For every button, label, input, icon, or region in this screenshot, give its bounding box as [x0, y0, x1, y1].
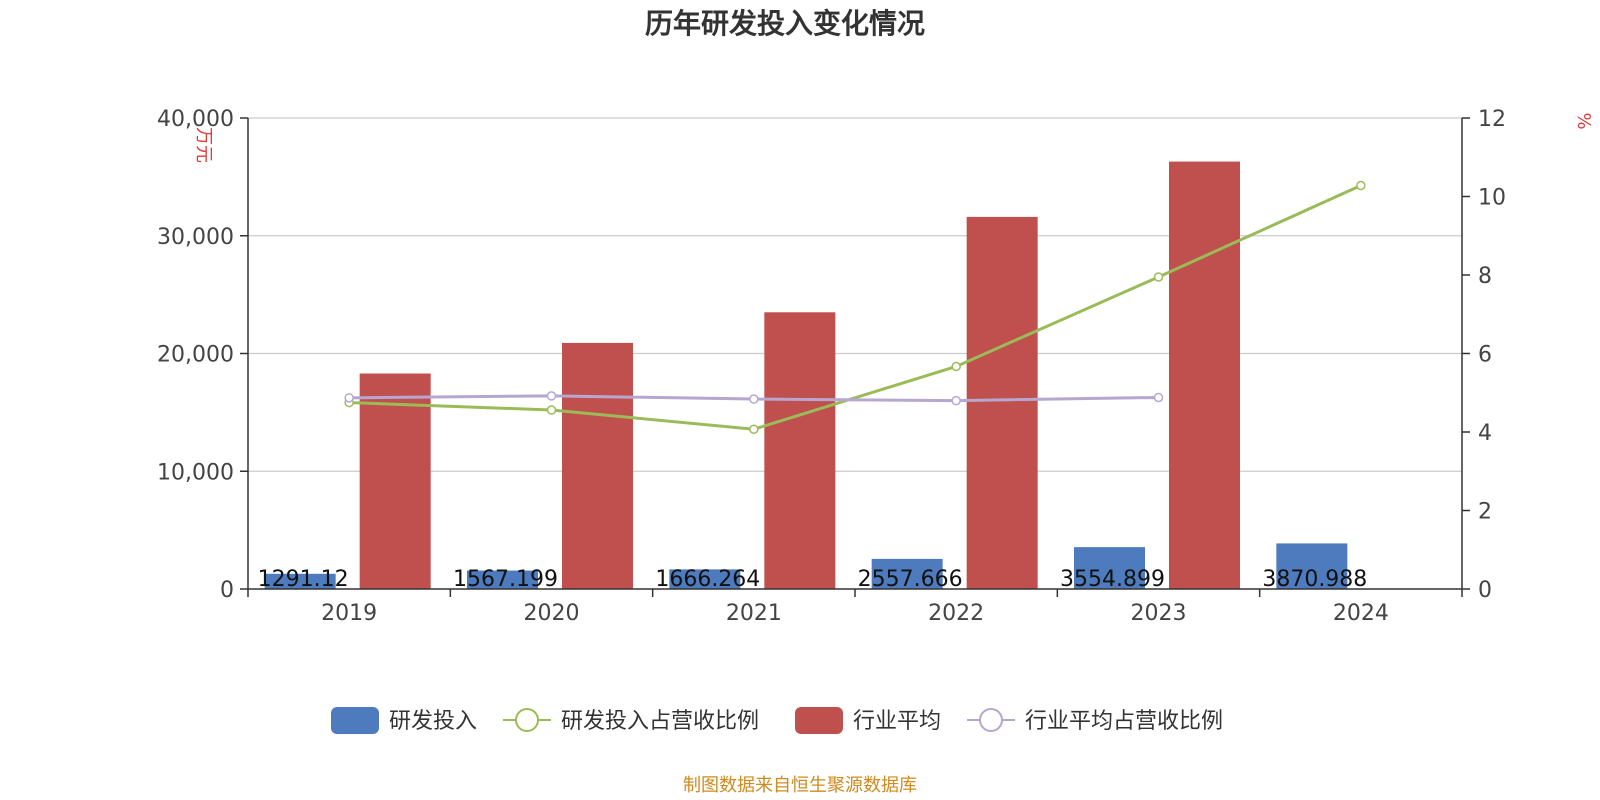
right-axis-tick-label: 8: [1478, 264, 1492, 289]
right-axis-tick-label: 4: [1478, 421, 1492, 446]
legend-marker[interactable]: [979, 708, 1003, 732]
x-axis-tick-label: 2021: [726, 601, 782, 626]
line-point[interactable]: [546, 391, 557, 401]
data-label: 1567.199: [453, 567, 558, 592]
legend-swatch[interactable]: [331, 707, 379, 734]
right-axis-tick-label: 10: [1478, 186, 1506, 211]
data-label: 1666.264: [655, 567, 760, 592]
bar-industry-2021[interactable]: [764, 312, 836, 589]
line-point[interactable]: [546, 405, 557, 415]
legend-label[interactable]: 研发投入: [389, 709, 477, 734]
right-axis-tick-label: 0: [1478, 578, 1492, 603]
data-label: 3870.988: [1262, 567, 1367, 592]
legend[interactable]: 研发投入 研发投入占营收比例 行业平均 行业平均占营收比例: [331, 707, 1223, 734]
bars: [264, 161, 1348, 589]
x-axis-tick-label: 2020: [524, 601, 580, 626]
lines: [344, 180, 1366, 435]
bar-rd-2024[interactable]: [1276, 543, 1348, 589]
axes: 0 10,000 20,000 30,000 40,000 0 2 4 6 8 10 12 2019 20…: [157, 107, 1506, 626]
line-point[interactable]: [1153, 272, 1164, 282]
data-label: 3554.899: [1060, 567, 1165, 592]
legend-marker[interactable]: [515, 708, 539, 732]
bar-rd-2020[interactable]: [467, 570, 538, 589]
x-axis-tick-label: 2023: [1131, 601, 1187, 626]
legend-swatch[interactable]: [795, 707, 843, 734]
bar-rd-2019[interactable]: [264, 573, 336, 589]
left-axis-tick-label: 20,000: [157, 343, 234, 368]
line-point[interactable]: [1153, 392, 1164, 403]
bar-industry-2022[interactable]: [966, 216, 1038, 589]
left-axis-tick-label: 10,000: [157, 460, 234, 485]
right-axis-tick-label: 12: [1478, 107, 1506, 132]
line-point[interactable]: [951, 395, 961, 406]
x-axis-tick-label: 2022: [928, 601, 984, 626]
legend-label[interactable]: 行业平均: [853, 709, 941, 734]
bar-rd-2023[interactable]: [1074, 547, 1145, 589]
line-point[interactable]: [749, 394, 759, 404]
line-point[interactable]: [1356, 180, 1366, 191]
x-axis-tick-label: 2019: [321, 601, 377, 626]
bar-rd-2021[interactable]: [669, 569, 741, 589]
left-axis-tick-label: 40,000: [157, 107, 234, 132]
grid: [248, 117, 1462, 472]
line-point[interactable]: [344, 393, 354, 403]
bar-rd-2022[interactable]: [871, 558, 943, 589]
chart-title: 历年研发投入变化情况: [645, 7, 925, 40]
source-note: 制图数据来自恒生聚源数据库: [683, 775, 917, 796]
bar-industry-2023[interactable]: [1169, 161, 1240, 589]
data-labels: 1291.12 1567.199 1666.264 2557.666 3554.899 3…: [258, 567, 1368, 592]
right-axis-unit: %: [1573, 112, 1594, 129]
x-axis-tick-label: 2024: [1333, 601, 1389, 626]
data-label: 1291.12: [258, 567, 349, 592]
line-rd-ratio: [349, 184, 1362, 431]
bar-industry-2019[interactable]: [359, 373, 431, 589]
right-axis-tick-label: 2: [1478, 500, 1492, 525]
line-point[interactable]: [749, 424, 759, 435]
bar-industry-2020[interactable]: [562, 342, 633, 589]
line-point[interactable]: [951, 361, 961, 372]
left-axis-tick-label: 30,000: [157, 225, 234, 250]
legend-label[interactable]: 研发投入占营收比例: [561, 709, 759, 734]
legend-label[interactable]: 行业平均占营收比例: [1025, 709, 1223, 734]
left-axis-tick-label: 0: [220, 578, 234, 603]
left-axis-unit: 万元: [193, 127, 214, 163]
right-axis-tick-label: 6: [1478, 343, 1492, 368]
data-label: 2557.666: [858, 567, 963, 592]
